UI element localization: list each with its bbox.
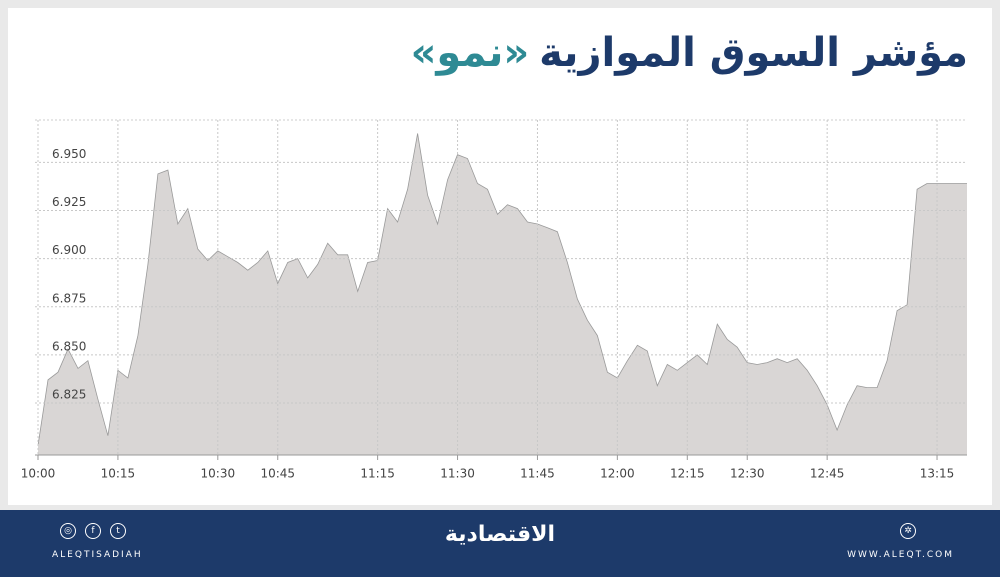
chart-title: مؤشر السوق الموازية: [539, 30, 968, 76]
footer: ◎ f t ALEQTISADIAH الاقتصادية ✲ WWW.ALEQ…: [0, 510, 1000, 577]
x-tick-label: 10:15: [101, 467, 136, 481]
x-tick-label: 10:30: [201, 467, 236, 481]
icon: ✲: [900, 523, 916, 539]
chart: 6.825 6.850 6.875 6.900 6.925 6.950 10:00 10:15…: [21, 119, 967, 481]
area: [38, 133, 967, 455]
chart-subtitle: «نمو»: [410, 30, 530, 76]
y-tick-label: 6.850: [52, 339, 86, 353]
header: مؤشر السوق الموازية«نمو»: [411, 30, 968, 76]
y-tick-label: 6.925: [52, 195, 86, 209]
y-tick-label: 6.875: [52, 291, 86, 305]
footer-handle: ALEQTISADIAH: [52, 550, 143, 560]
x-tick-label: 12:00: [600, 467, 635, 481]
y-tick-label: 6.950: [52, 147, 86, 161]
footer-website: WWW.ALEQT.COM: [847, 550, 954, 560]
x-tick-label: 11:45: [520, 467, 555, 481]
area-line: [37, 133, 967, 446]
x-tick-label: 11:15: [360, 467, 395, 481]
x-tick-label: 10:45: [260, 467, 295, 481]
x-tick-label: 11:30: [440, 467, 475, 481]
icon: ◎: [60, 523, 76, 539]
x-tick-label: 12:45: [810, 467, 845, 481]
x-tick-label: 12:15: [670, 467, 705, 481]
y-tick-label: 6.825: [52, 388, 86, 402]
icon: f: [85, 523, 101, 539]
x-tick-label: 10:00: [21, 467, 56, 481]
icon: t: [110, 523, 126, 539]
y-tick-label: 6.900: [52, 243, 86, 257]
x-tick-label: 13:15: [920, 467, 955, 481]
x-tick-label: 12:30: [730, 467, 765, 481]
footer-brand: الاقتصادية: [444, 522, 556, 547]
